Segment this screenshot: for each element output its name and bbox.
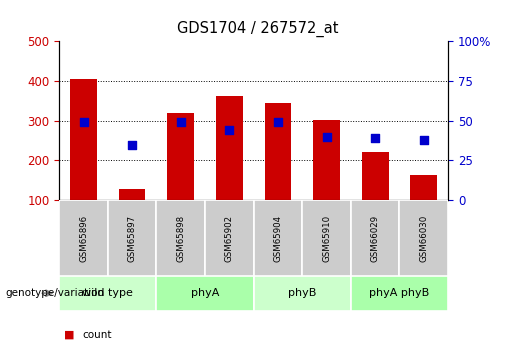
Bar xyxy=(351,200,400,276)
Text: GDS1704 / 267572_at: GDS1704 / 267572_at xyxy=(177,21,338,37)
Bar xyxy=(216,96,243,200)
Point xyxy=(322,134,331,139)
Point xyxy=(371,136,379,141)
Bar xyxy=(108,200,157,276)
Bar xyxy=(253,276,351,310)
Text: GSM65902: GSM65902 xyxy=(225,215,234,262)
Bar xyxy=(253,200,302,276)
Point xyxy=(225,128,233,133)
Bar xyxy=(59,200,108,276)
Bar xyxy=(157,200,205,276)
Text: phyA: phyA xyxy=(191,288,219,298)
Text: GSM66030: GSM66030 xyxy=(419,215,428,262)
Text: GSM66029: GSM66029 xyxy=(371,215,380,262)
Point xyxy=(274,120,282,125)
Text: phyB: phyB xyxy=(288,288,316,298)
Bar xyxy=(157,276,253,310)
Text: ■: ■ xyxy=(64,330,75,339)
Text: GSM65898: GSM65898 xyxy=(176,215,185,262)
Bar xyxy=(59,276,157,310)
Bar xyxy=(70,79,97,200)
Bar xyxy=(302,200,351,276)
Bar xyxy=(119,189,146,200)
Bar xyxy=(313,120,340,200)
Text: GSM65910: GSM65910 xyxy=(322,215,331,262)
Text: wild type: wild type xyxy=(82,288,133,298)
Text: count: count xyxy=(82,330,112,339)
Text: genotype/variation: genotype/variation xyxy=(5,288,104,298)
Point xyxy=(420,137,428,142)
Bar xyxy=(362,152,388,200)
Point xyxy=(128,142,136,147)
Point xyxy=(79,120,88,125)
Bar xyxy=(265,103,291,200)
Text: GSM65897: GSM65897 xyxy=(128,215,136,262)
Bar xyxy=(400,200,448,276)
Bar xyxy=(167,113,194,200)
Text: GSM65896: GSM65896 xyxy=(79,215,88,262)
Bar xyxy=(351,276,448,310)
Point xyxy=(177,120,185,125)
Bar xyxy=(410,175,437,200)
Text: phyA phyB: phyA phyB xyxy=(369,288,430,298)
Bar xyxy=(205,200,253,276)
Text: GSM65904: GSM65904 xyxy=(273,215,282,262)
